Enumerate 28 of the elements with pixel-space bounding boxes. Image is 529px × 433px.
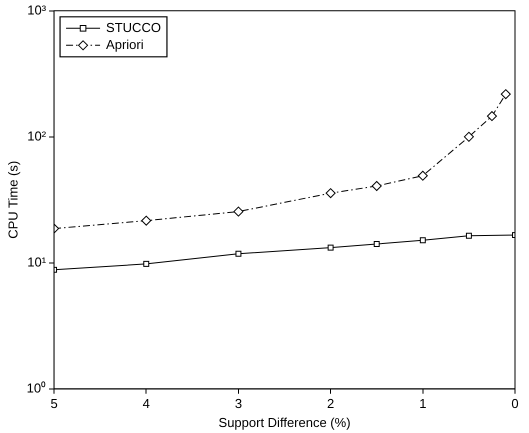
x-tick-label: 2 — [327, 396, 334, 412]
point — [235, 250, 242, 257]
point — [466, 232, 472, 239]
point — [464, 132, 474, 142]
x-tick-label: 5 — [50, 396, 58, 412]
x-tick-label: 0 — [511, 396, 519, 412]
point — [374, 241, 380, 247]
point — [372, 180, 382, 191]
x-tick-label: 1 — [419, 396, 426, 412]
y-tick-label: 10³ — [27, 2, 47, 18]
y-tick-label: 10⁰ — [26, 380, 46, 396]
legend-label: STUCCO — [106, 20, 161, 35]
x-tick-label: 3 — [234, 396, 242, 412]
point — [420, 237, 426, 244]
point — [141, 216, 152, 226]
point — [500, 89, 511, 100]
point — [418, 170, 428, 181]
point — [233, 206, 244, 217]
point — [326, 188, 336, 198]
y-tick-label: 10² — [27, 128, 47, 144]
point — [486, 111, 497, 122]
point — [328, 244, 334, 251]
x-axis-title: Support Difference (%) — [218, 414, 351, 430]
legend-label: Apriori — [106, 36, 144, 52]
x-tick-label: 4 — [142, 396, 150, 412]
y-tick-label: 10¹ — [27, 254, 47, 270]
point — [143, 260, 150, 267]
y-axis-title: CPU Time (s) — [5, 160, 20, 239]
